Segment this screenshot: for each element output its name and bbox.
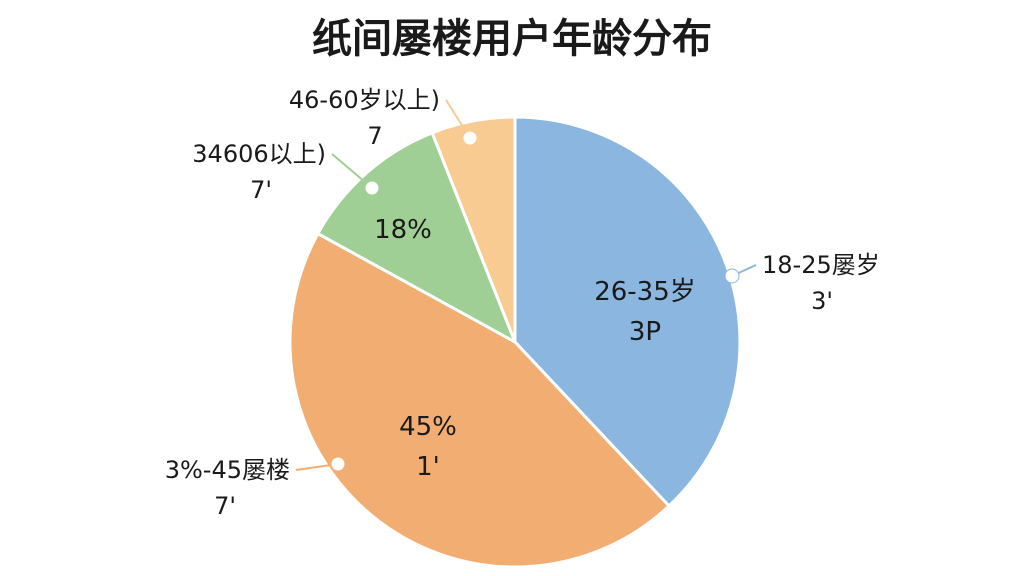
slice-outer-label: 7' — [250, 176, 272, 204]
slice-inner-label: 26-35岁 — [594, 277, 696, 307]
callout-dot — [462, 130, 478, 146]
slice-inner-label: 45% — [399, 412, 457, 442]
leader-line — [331, 153, 373, 189]
slice-outer-label: 46-60岁以上) — [289, 86, 440, 114]
slice-outer-label: 18-25屡岁 — [762, 251, 880, 279]
callout-dot — [330, 456, 346, 472]
pie-slice-1 — [513, 115, 742, 509]
callout-dot — [724, 268, 740, 284]
slice-outer-label: 7' — [214, 492, 236, 520]
slice-outer-label: 7 — [367, 122, 382, 150]
slice-inner-label: 3P — [629, 317, 661, 347]
pie-slice-4 — [430, 115, 517, 343]
slice-outer-label: 34606以上) — [192, 140, 326, 168]
slice-outer-label: 3%-45屡楼 — [165, 456, 290, 484]
slice-outer-label: 3' — [811, 287, 833, 315]
pie-slice-2 — [288, 231, 672, 569]
slice-inner-label: 18% — [374, 215, 432, 245]
callout-dot — [364, 180, 380, 196]
slice-inner-label: 1' — [416, 452, 440, 482]
chart-title: 纸间屡楼用户年龄分布 — [312, 16, 712, 62]
